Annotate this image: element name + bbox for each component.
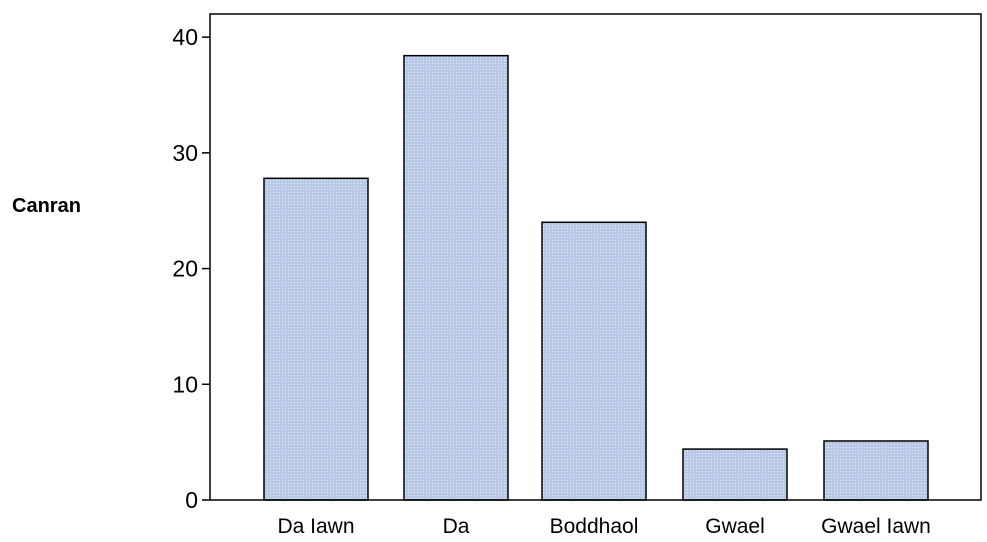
plot-frame xyxy=(209,13,982,501)
x-category-label-4: Gwael Iawn xyxy=(821,515,931,538)
y-tick-label-2: 20 xyxy=(172,256,198,282)
y-tick-label-0: 0 xyxy=(185,487,198,513)
y-tick-label-1: 10 xyxy=(172,371,198,397)
x-labels-group: Da Iawn Da Boddhaol Gwael Gwael Iawn xyxy=(277,515,930,538)
x-category-label-2: Boddhaol xyxy=(550,515,639,538)
bar-3 xyxy=(682,448,788,501)
x-category-label-3: Gwael xyxy=(705,515,765,538)
y-axis-label: Canran xyxy=(12,195,81,217)
bar-0 xyxy=(263,177,369,501)
y-tick-label-3: 30 xyxy=(172,140,198,166)
x-category-label-1: Da xyxy=(443,515,470,538)
bar-4 xyxy=(823,440,929,501)
bar-1 xyxy=(403,54,509,501)
y-ticks-group: 0 10 20 30 40 xyxy=(172,24,210,513)
y-tick-label-4: 40 xyxy=(172,24,198,50)
x-category-label-0: Da Iawn xyxy=(277,515,354,538)
bars-group xyxy=(263,54,929,501)
bar-2 xyxy=(541,221,647,501)
